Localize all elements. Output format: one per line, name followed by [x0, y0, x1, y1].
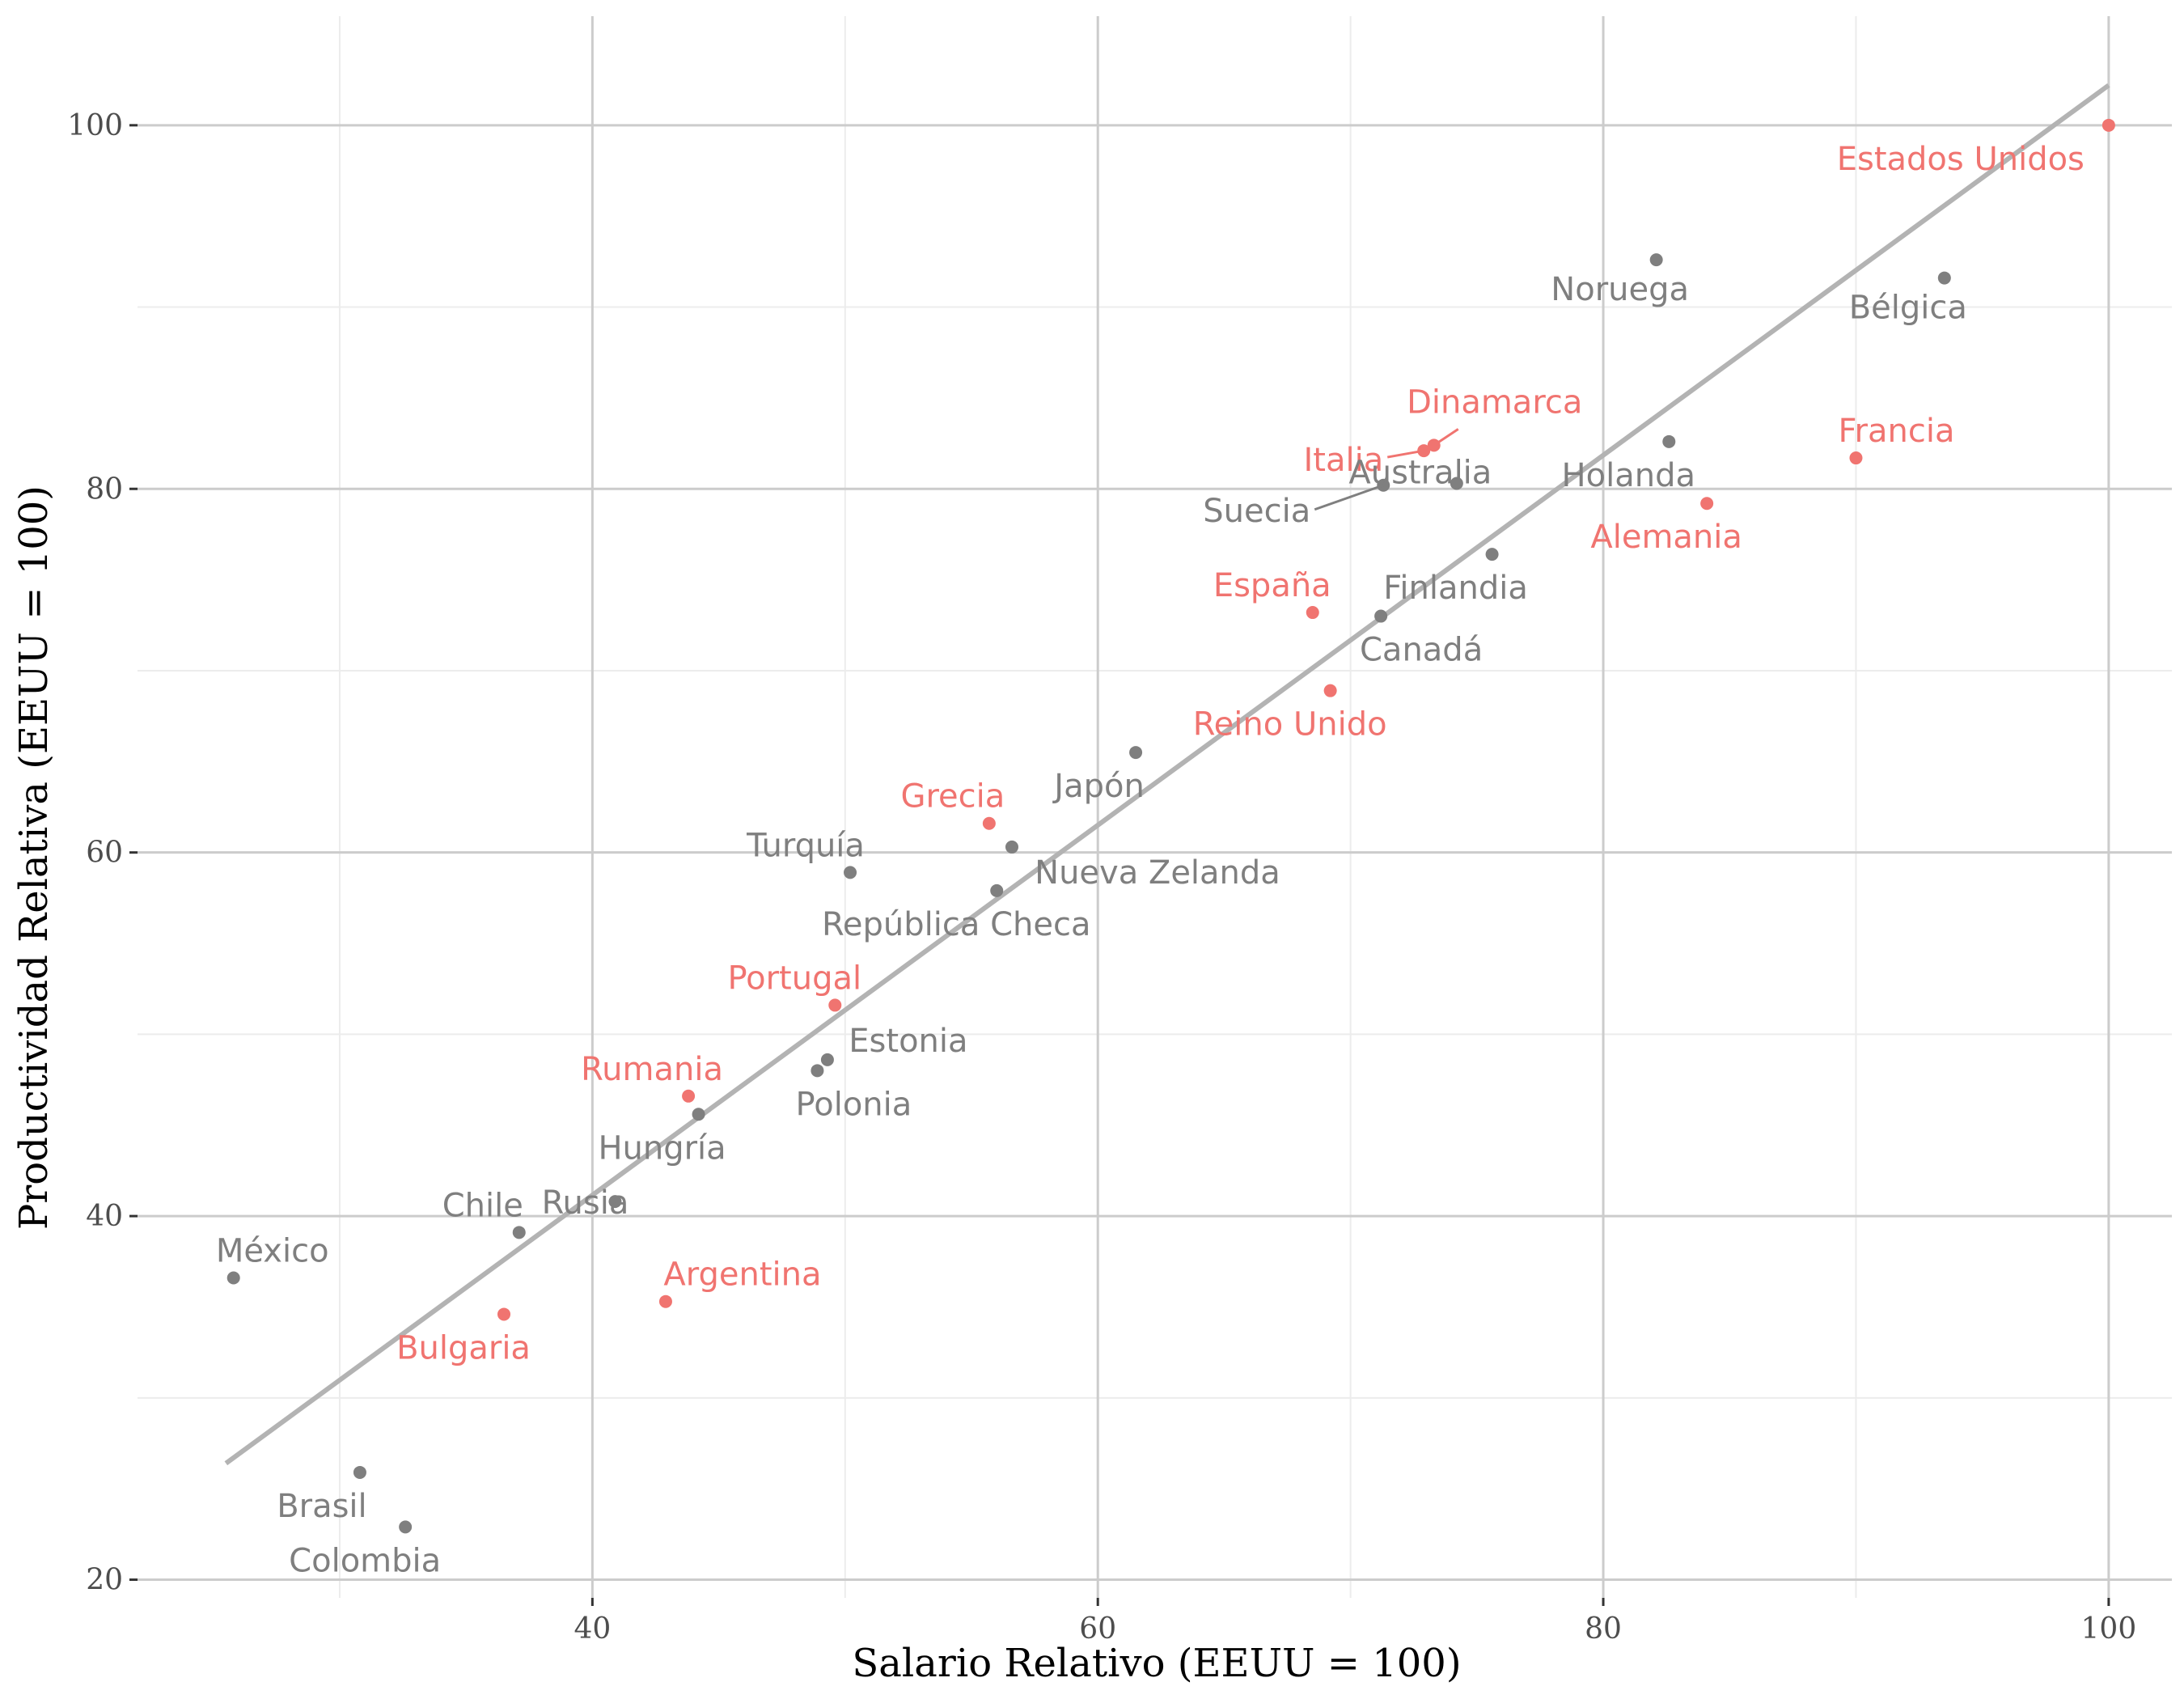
point-label: Chile [442, 1187, 523, 1224]
point-label: Finlandia [1383, 570, 1528, 607]
y-tick-label: 80 [86, 472, 123, 506]
y-axis-title: Productividad Relativa (EEUU = 100) [11, 485, 57, 1230]
data-point [1323, 684, 1337, 697]
point-label: Polonia [796, 1086, 912, 1123]
point-label: Hungría [598, 1129, 726, 1167]
point-label: Japón [1052, 768, 1145, 805]
data-point [2101, 118, 2115, 132]
data-point [1649, 253, 1663, 267]
y-tick-label: 100 [67, 109, 123, 142]
point-label: Colombia [289, 1542, 441, 1579]
point-label: Estonia [849, 1023, 967, 1060]
point-labels: Estados Unidos Noruega Bélgica Dinamarca Ita… [216, 141, 2085, 1580]
x-tick-label: 80 [1585, 1612, 1622, 1646]
point-label: Rumania [581, 1051, 723, 1088]
point-label: España [1213, 567, 1331, 604]
label-connector [1433, 428, 1459, 447]
point-label: Dinamarca [1407, 383, 1582, 421]
point-label: Noruega [1551, 271, 1689, 308]
y-tick-label: 20 [86, 1564, 123, 1597]
point-label: Brasil [277, 1488, 366, 1525]
data-point [1849, 451, 1863, 465]
data-points [226, 118, 2115, 1534]
point-label: Grecia [900, 778, 1005, 816]
point-label: Rusia [542, 1184, 629, 1222]
point-label: México [216, 1233, 329, 1270]
point-label: Estados Unidos [1837, 141, 2085, 178]
axis-ticks: 40 60 80 100 20 40 60 80 100 [67, 109, 2136, 1646]
point-label: Nueva Zelanda [1035, 854, 1280, 892]
point-label: Reino Unido [1193, 706, 1387, 744]
point-label: Francia [1838, 413, 1954, 450]
point-label: Bulgaria [396, 1329, 531, 1366]
point-label: Australia [1348, 455, 1492, 492]
x-tick-label: 60 [1079, 1612, 1116, 1646]
data-point [682, 1089, 696, 1103]
grid-lines [138, 16, 2172, 1598]
label-connector [1314, 484, 1384, 511]
data-point [1450, 477, 1463, 490]
y-tick-label: 40 [86, 1200, 123, 1233]
data-point [1662, 434, 1676, 448]
data-point [497, 1307, 511, 1321]
label-connectors [1314, 428, 1459, 511]
point-label: Turquía [746, 827, 865, 864]
point-label: Canadá [1360, 632, 1483, 669]
data-point [1129, 746, 1143, 760]
point-label: Italia [1303, 442, 1383, 479]
data-point [1306, 606, 1319, 620]
point-label: Portugal [727, 960, 861, 997]
x-axis-title: Salario Relativo (EEUU = 100) [852, 1641, 1461, 1686]
x-tick-label: 40 [574, 1612, 611, 1646]
data-point [1374, 609, 1388, 623]
data-point [399, 1520, 413, 1534]
data-point [1700, 497, 1714, 511]
x-tick-label: 100 [2081, 1612, 2137, 1646]
data-point [820, 1053, 834, 1066]
fit-line-group [224, 83, 2110, 1466]
data-point [828, 998, 842, 1012]
label-connector [1386, 449, 1424, 459]
data-point [512, 1226, 526, 1239]
data-point [608, 1195, 622, 1209]
point-label: Alemania [1590, 519, 1742, 556]
data-point [226, 1271, 240, 1285]
data-point [1937, 271, 1951, 285]
data-point [1485, 548, 1499, 561]
point-label: Suecia [1203, 493, 1310, 530]
point-label: Argentina [663, 1256, 821, 1294]
data-point [353, 1465, 366, 1479]
fit-line [224, 83, 2110, 1466]
point-label: República Checa [822, 906, 1091, 943]
data-point [811, 1064, 824, 1078]
y-tick-label: 60 [86, 837, 123, 870]
data-point [982, 816, 996, 830]
data-point [1005, 840, 1018, 854]
data-point [844, 866, 857, 879]
data-point [990, 883, 1004, 897]
point-label: Holanda [1562, 457, 1695, 494]
data-point [658, 1294, 672, 1308]
point-label: Bélgica [1849, 290, 1967, 327]
data-point [692, 1108, 705, 1121]
